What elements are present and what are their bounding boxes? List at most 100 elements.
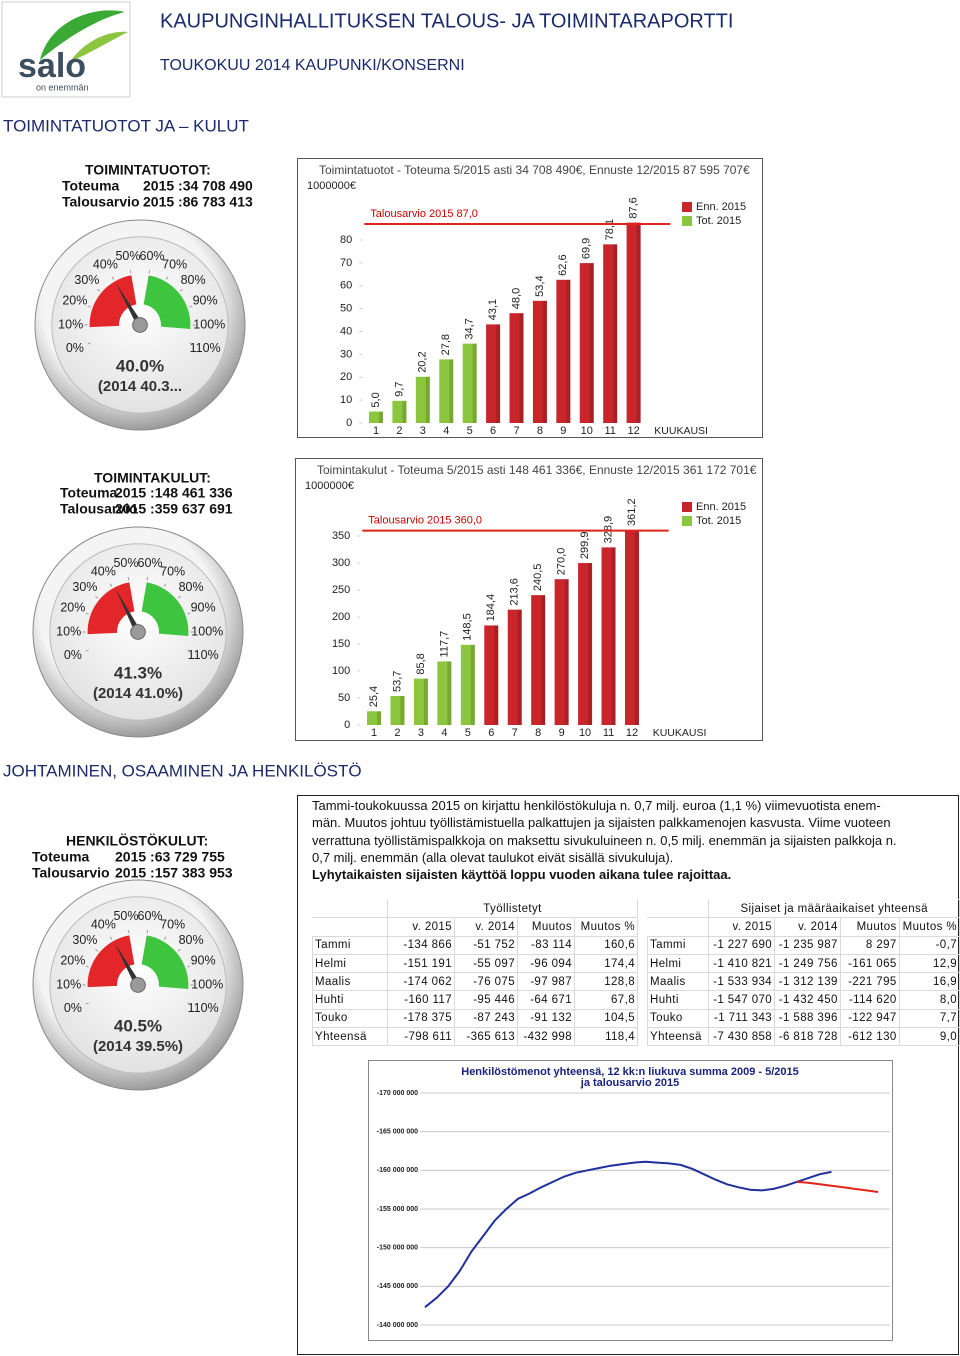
data-table: Työllistetyt v. 2015 v. 2014 Muutos Muutos %… [312,898,638,1047]
table-row: Maalis -1 533 934 -1 312 139 -221 795 16,9 [646,972,960,992]
gauge-tick [187,965,191,968]
bar-shade [566,279,571,423]
table-row: Tammi -1 227 690 -1 235 987 8 297 -0,7 [646,935,960,955]
value-label: 117,7 [438,631,450,658]
table-row: Touko -1 711 343 -1 588 396 -122 947 7,7 [646,1008,960,1029]
bar [460,644,475,725]
bar [392,400,407,423]
table-row: Sijaiset ja määräaikaiset yhteensä [646,898,960,919]
table-row: Yhteensä -7 430 858 -6 818 728 -612 130 9,0 [646,1027,960,1047]
value-label: 184,4 [485,594,497,622]
table-cell: 67,8 [574,990,638,1010]
x-tick-label: 12 [627,425,639,437]
table-cell: -6 818 728 [774,1027,841,1047]
logo-text: salo [18,47,86,85]
table-cell: 128,8 [574,972,638,992]
gauge-comparison: (2014 41.0%) [93,685,183,702]
table-cell: 8,0 [898,990,960,1010]
table-cell: 160,6 [574,935,638,955]
x-tick-label: 12 [626,727,638,739]
gauge-tick-label: 90% [191,954,216,968]
value-label: 27,8 [440,334,452,355]
table-row: Huhti -1 547 070 -1 432 450 -114 620 8,0 [646,990,960,1010]
gauge-heading: TOIMINTAKULUT: [94,470,211,486]
row-label: Helmi [312,953,388,974]
y-tick-label: 80 [340,234,352,246]
gauge-tick [85,649,89,652]
value-label: 34,7 [464,318,476,339]
gauge-tick-label: 40% [91,917,116,931]
bar-shade [636,222,641,423]
table-cell: 8 297 [839,935,900,955]
column-header: v. 2015 [387,917,455,937]
x-tick-label: 9 [559,727,565,739]
y-tick-label: -170 000 000 [377,1090,418,1097]
x-axis-label: KUUKAUSI [654,425,708,437]
bar [509,313,524,423]
gauge-tick-label: 10% [58,317,83,331]
gauge-heading: HENKILÖSTÖKULUT: [66,833,208,849]
table-cell: -122 947 [839,1008,900,1029]
text-emphasis: Lyhytaikaisten sijaisten käyttöä loppu v… [312,867,732,883]
gauge-value: 40.5% [114,1016,162,1035]
bar-shade [613,244,618,423]
y-tick-label: 40 [340,325,352,337]
value-label: 25,4 [368,686,380,707]
table-cell: -91 132 [517,1008,575,1029]
gauge-tick [187,1002,191,1005]
value-label: 85,8 [415,653,427,674]
gauge-tick [97,288,101,292]
value-label: 213,6 [509,578,521,606]
value-label: 148,5 [462,613,474,641]
data-table: Sijaiset ja määräaikaiset yhteensä v. 201… [646,898,960,1047]
gauge-label: 2015 :34 708 490 [143,178,253,194]
value-label: 87,6 [627,197,639,218]
column-header: v. 2015 [708,917,776,937]
column-header: Muutos % [898,917,960,937]
row-label: Maalis [312,972,388,992]
logo-frame [1,1,131,98]
text-line: verrattuna työllistämispalkkoja on makse… [312,832,897,848]
gauge-needle [115,283,143,327]
table-cell: 7,7 [898,1008,960,1029]
bar [601,547,616,725]
row-label: Tammi [312,935,388,955]
gauge-tick [165,276,169,280]
logo-tagline: on enemmän [36,82,89,92]
gauge-tick-label: 80% [179,933,204,947]
value-label: 299,9 [579,532,591,560]
gauge-tick-label: 100% [191,977,223,991]
gauge-tick [189,342,193,345]
column-header: Muutos % [574,917,638,937]
gauge-tick-label: 20% [60,601,85,615]
table-cell: -0,7 [898,935,960,955]
y-tick-label: 50 [338,692,350,704]
gauge-band [87,582,135,635]
y-tick-label: 100 [332,665,350,677]
bar-shade [447,661,452,725]
gauge-value: 40.0% [116,356,164,375]
x-tick-label: 6 [488,727,494,739]
legend-label: Enn. 2015 [696,501,746,513]
gauge-tick-label: 50% [113,909,138,923]
x-tick-label: 2 [394,727,400,739]
value-label: 62,6 [557,254,569,275]
y-tick-label: -150 000 000 [377,1245,418,1252]
text-line: 0,7 milj. enemmän (alla olevat taulukot … [312,849,674,865]
table-cell: -432 998 [517,1027,575,1047]
legend-label: Tot. 2015 [696,515,741,527]
gauge-tick-label: 20% [60,954,85,968]
gauge-tick-label: 60% [138,909,163,923]
x-tick-label: 4 [441,727,447,739]
table-cell: -51 752 [454,935,518,955]
gauge-tick-label: 30% [72,933,97,947]
x-tick-label: 8 [537,425,543,437]
gauge-label: 2015 :63 729 755 [115,849,225,865]
gauge-tick [187,612,191,615]
gauge-label: 2015 :86 783 413 [143,194,253,210]
gauge-tick [87,305,91,308]
bar [486,324,501,423]
gauge-tick-label: 60% [138,556,163,570]
bar-shade [519,313,524,423]
